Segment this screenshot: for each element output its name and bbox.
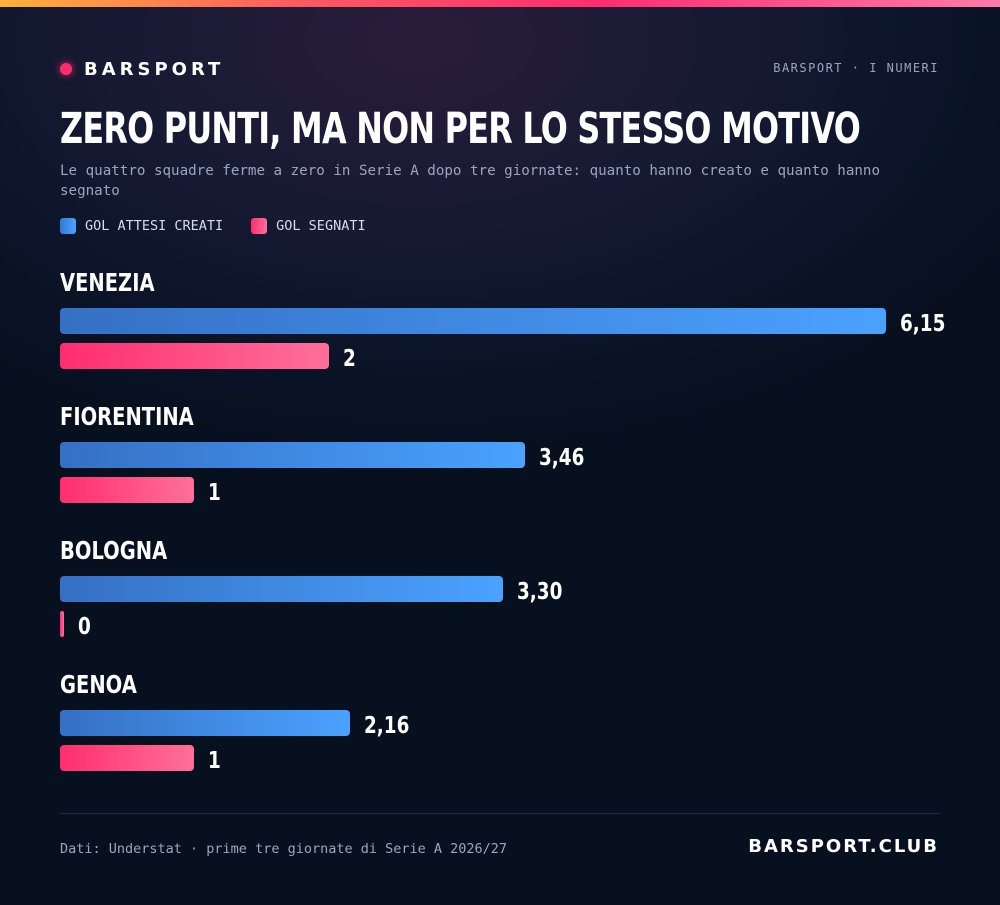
brand-logo: BARSPORT xyxy=(60,58,224,80)
chart-title: ZERO PUNTI, MA NON PER LO STESSO MOTIVO xyxy=(60,104,861,154)
legend-item-xg: GOL ATTESI CREATI xyxy=(60,218,223,234)
xg-bar-fiorentina xyxy=(60,442,525,468)
team-group-venezia: VENEZIA 6,15 2 xyxy=(60,268,945,378)
xg-bar-bologna xyxy=(60,576,504,602)
goals-bar-genoa xyxy=(60,745,195,771)
chart-legend: GOL ATTESI CREATI GOL SEGNATI xyxy=(60,218,394,234)
xg-value-label: 6,15 xyxy=(900,311,946,337)
xg-bar-genoa xyxy=(60,710,351,736)
legend-swatch-goals xyxy=(251,218,268,234)
xg-value-label: 2,16 xyxy=(364,713,410,739)
team-name: FIORENTINA xyxy=(60,402,194,431)
legend-swatch-xg xyxy=(60,218,76,234)
site-url: BARSPORT.CLUB xyxy=(748,836,939,857)
chart-subtitle: Le quattro squadre ferme a zero in Serie… xyxy=(60,163,880,199)
section-kicker: BARSPORT · I NUMERI xyxy=(773,61,939,75)
team-name: BOLOGNA xyxy=(60,536,168,565)
legend-label-xg: GOL ATTESI CREATI xyxy=(85,218,224,234)
goals-value-label: 2 xyxy=(342,346,356,372)
xg-value-label: 3,46 xyxy=(538,445,585,471)
team-group-genoa: GENOA 2,16 1 xyxy=(60,670,940,780)
legend-label-goals: GOL SEGNATI xyxy=(276,218,366,234)
goals-value-label: 1 xyxy=(208,748,222,774)
goals-bar-venezia xyxy=(60,343,329,369)
legend-item-goals: GOL SEGNATI xyxy=(251,218,366,234)
goals-value-label: 1 xyxy=(208,480,222,506)
goals-bar-fiorentina xyxy=(60,477,195,503)
xg-bar-venezia xyxy=(60,308,886,334)
top-accent-bar xyxy=(0,0,1000,7)
footer-divider xyxy=(60,813,940,814)
brand-dot-icon xyxy=(60,63,72,75)
brand-name: BARSPORT xyxy=(84,58,225,80)
team-name: GENOA xyxy=(60,670,137,699)
goals-bar-bologna xyxy=(60,611,64,637)
team-group-bologna: BOLOGNA 3,30 0 xyxy=(60,536,940,646)
goals-value-label: 0 xyxy=(78,614,91,640)
team-group-fiorentina: FIORENTINA 3,46 1 xyxy=(60,402,940,512)
team-name: VENEZIA xyxy=(60,268,155,297)
data-source: Dati: Understat · prime tre giornate di … xyxy=(60,841,508,857)
xg-value-label: 3,30 xyxy=(517,579,563,605)
